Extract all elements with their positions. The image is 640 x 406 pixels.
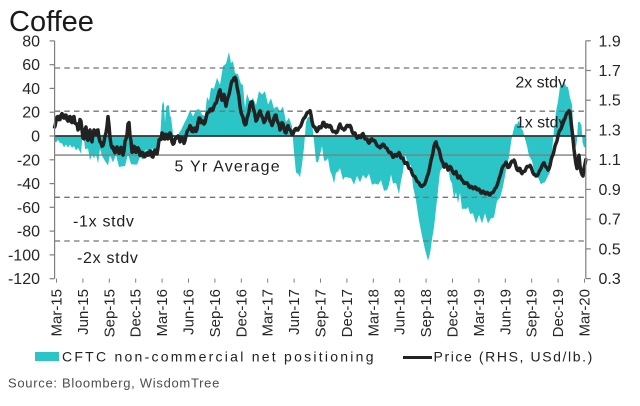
svg-text:Mar-16: Mar-16 bbox=[154, 289, 171, 337]
svg-text:Dec-17: Dec-17 bbox=[339, 289, 356, 337]
svg-text:5 Yr Average: 5 Yr Average bbox=[175, 159, 281, 176]
svg-text:-2x stdv: -2x stdv bbox=[77, 250, 139, 267]
svg-text:1x stdv: 1x stdv bbox=[516, 115, 567, 132]
svg-text:Sep-18: Sep-18 bbox=[418, 289, 435, 337]
svg-text:Dec-16: Dec-16 bbox=[233, 289, 250, 337]
svg-text:CFTC non-commercial net positi: CFTC non-commercial net positioning bbox=[62, 349, 376, 365]
svg-text:Sep-15: Sep-15 bbox=[101, 289, 118, 337]
svg-text:Dec-15: Dec-15 bbox=[128, 289, 145, 337]
svg-text:Sep-16: Sep-16 bbox=[207, 289, 224, 337]
svg-text:1.7: 1.7 bbox=[599, 63, 621, 80]
svg-text:Sep-17: Sep-17 bbox=[313, 289, 330, 337]
svg-text:80: 80 bbox=[22, 33, 40, 50]
svg-text:2x stdv: 2x stdv bbox=[515, 75, 566, 92]
svg-text:Sep-19: Sep-19 bbox=[524, 289, 541, 337]
svg-text:1.1: 1.1 bbox=[599, 152, 621, 169]
svg-text:0.3: 0.3 bbox=[599, 271, 621, 288]
svg-text:Source: Bloomberg, WisdomTree: Source: Bloomberg, WisdomTree bbox=[8, 376, 220, 391]
svg-text:-60: -60 bbox=[17, 200, 40, 217]
svg-text:-20: -20 bbox=[17, 152, 40, 169]
svg-text:Jun-15: Jun-15 bbox=[75, 289, 92, 335]
svg-text:0.7: 0.7 bbox=[599, 212, 621, 229]
svg-text:Mar-15: Mar-15 bbox=[49, 289, 66, 337]
svg-text:Price (RHS, USd/lb.): Price (RHS, USd/lb.) bbox=[434, 349, 594, 365]
svg-text:-100: -100 bbox=[8, 247, 40, 264]
svg-text:0.9: 0.9 bbox=[599, 182, 621, 199]
svg-text:Dec-18: Dec-18 bbox=[445, 289, 462, 337]
svg-text:-80: -80 bbox=[17, 224, 40, 241]
svg-text:1.9: 1.9 bbox=[599, 33, 621, 50]
svg-text:Jun-18: Jun-18 bbox=[392, 289, 409, 335]
svg-text:Jun-16: Jun-16 bbox=[181, 289, 198, 335]
svg-text:Mar-17: Mar-17 bbox=[260, 289, 277, 337]
svg-text:1.3: 1.3 bbox=[599, 123, 621, 140]
svg-text:40: 40 bbox=[22, 81, 40, 98]
svg-text:1.5: 1.5 bbox=[599, 93, 621, 110]
svg-text:60: 60 bbox=[22, 57, 40, 74]
svg-text:-40: -40 bbox=[17, 176, 40, 193]
svg-text:Mar-18: Mar-18 bbox=[365, 289, 382, 337]
svg-text:Jun-19: Jun-19 bbox=[497, 289, 514, 335]
svg-text:20: 20 bbox=[22, 105, 40, 122]
svg-text:Coffee: Coffee bbox=[9, 6, 94, 38]
svg-text:Mar-19: Mar-19 bbox=[471, 289, 488, 337]
svg-text:Jun-17: Jun-17 bbox=[286, 289, 303, 335]
svg-text:Mar-20: Mar-20 bbox=[577, 289, 594, 337]
svg-text:0: 0 bbox=[31, 129, 40, 146]
svg-text:Dec-19: Dec-19 bbox=[550, 289, 567, 337]
svg-text:-1x stdv: -1x stdv bbox=[73, 214, 135, 231]
svg-text:-120: -120 bbox=[8, 271, 40, 288]
svg-text:0.5: 0.5 bbox=[599, 241, 621, 258]
